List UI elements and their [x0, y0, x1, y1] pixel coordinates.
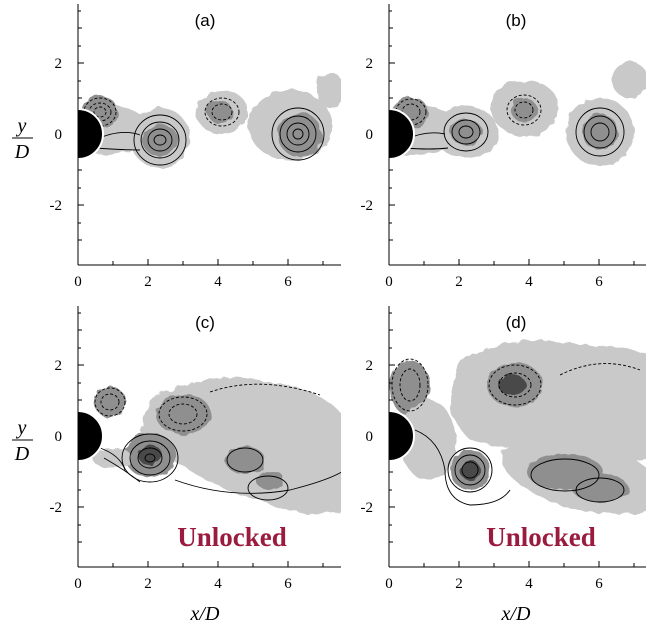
- y-tick-label: -2: [50, 198, 63, 214]
- unlocked-annotation: Unlocked: [486, 522, 596, 552]
- vortex-region: [400, 400, 456, 480]
- x-ticks: [388, 259, 635, 265]
- panel-c: (c) Unlocked 2 0 -2 0 2 4 6 y D x/D: [12, 306, 341, 625]
- contour-lines: [94, 383, 341, 501]
- vortex-region: [498, 375, 526, 395]
- y-tick-label: 0: [55, 429, 63, 445]
- panel-d-axes: [388, 306, 646, 568]
- panel-a-axes: [77, 4, 341, 266]
- panel-d-field: [389, 340, 646, 514]
- panel-d: (d) Unlocked 2 0 -2 0 2 4 6 x/D: [361, 306, 646, 625]
- x-axis-label: x/D: [190, 603, 220, 625]
- vortex-region: [582, 114, 618, 150]
- x-tick-label: 2: [455, 576, 463, 592]
- panel-a: (a) 2 0 -2 0 2 4 6 y D: [12, 4, 341, 290]
- y-ticks: [78, 312, 84, 543]
- vortex-region: [278, 113, 322, 157]
- vortex-region: [450, 119, 482, 145]
- panel-label: (d): [506, 313, 527, 332]
- x-tick-label: 2: [144, 576, 152, 592]
- vortex-region: [460, 460, 480, 480]
- x-tick-label: 6: [595, 576, 603, 592]
- x-tick-label: 0: [74, 576, 82, 592]
- y-axis-label: y D: [12, 417, 33, 465]
- panel-label: (a): [195, 11, 216, 30]
- vortex-region: [225, 446, 265, 474]
- panel-a-field: [78, 72, 341, 168]
- vortex-region: [155, 394, 211, 434]
- y-tick-label: -2: [361, 198, 374, 214]
- y-axis-label: y D: [12, 115, 33, 163]
- vortex-region: [207, 101, 233, 123]
- panel-b-field: [389, 62, 646, 166]
- vortex-region: [94, 387, 126, 417]
- x-tick-label: 6: [284, 274, 292, 290]
- y-ticks: [78, 10, 84, 241]
- y-tick-label: 0: [366, 429, 374, 445]
- x-tick-label: 2: [144, 274, 152, 290]
- y-ticks: [389, 10, 395, 241]
- contour-lines: [391, 358, 641, 506]
- svg-text:D: D: [14, 141, 30, 163]
- vortex-region: [142, 124, 178, 156]
- y-tick-label: 2: [55, 56, 63, 72]
- y-tick-label: 2: [366, 358, 374, 374]
- y-tick-label: -2: [50, 500, 63, 516]
- cylinder-shape: [389, 108, 415, 160]
- x-tick-label: 4: [525, 576, 533, 592]
- y-tick-label: 2: [366, 56, 374, 72]
- y-ticks: [389, 312, 395, 543]
- x-ticks: [77, 259, 324, 265]
- x-tick-label: 0: [385, 576, 393, 592]
- svg-text:y: y: [16, 417, 27, 439]
- svg-text:y: y: [16, 115, 27, 137]
- vortex-region: [138, 445, 162, 465]
- x-tick-label: 0: [74, 274, 82, 290]
- y-tick-label: -2: [361, 500, 374, 516]
- x-axis-label: x/D: [501, 603, 531, 625]
- contour-lines: [395, 94, 625, 157]
- x-tick-label: 4: [214, 576, 222, 592]
- y-tick-label: 0: [366, 127, 374, 143]
- panel-b-axes: [388, 4, 646, 266]
- x-tick-label: 0: [385, 274, 393, 290]
- x-ticks: [77, 561, 324, 567]
- cylinder-shape: [78, 410, 104, 462]
- x-tick-label: 6: [595, 274, 603, 290]
- panel-b: (b) 2 0 -2 0 2 4 6: [361, 4, 646, 290]
- panel-c-axes: [77, 306, 341, 568]
- vortex-region: [256, 470, 284, 490]
- x-ticks: [388, 561, 635, 567]
- cylinder-shape: [78, 108, 104, 160]
- x-tick-label: 4: [214, 274, 222, 290]
- x-tick-label: 2: [455, 274, 463, 290]
- vortex-region: [572, 474, 628, 502]
- panel-label: (c): [195, 313, 215, 332]
- x-tick-label: 6: [284, 576, 292, 592]
- unlocked-annotation: Unlocked: [177, 522, 287, 552]
- svg-text:D: D: [14, 443, 30, 465]
- panel-label: (b): [506, 11, 527, 30]
- y-tick-label: 0: [55, 127, 63, 143]
- cylinder-shape: [389, 410, 415, 462]
- vortex-region: [612, 62, 646, 98]
- x-tick-label: 4: [525, 274, 533, 290]
- panel-c-field: [78, 377, 341, 514]
- vortex-region: [316, 72, 341, 108]
- y-tick-label: 2: [55, 358, 63, 374]
